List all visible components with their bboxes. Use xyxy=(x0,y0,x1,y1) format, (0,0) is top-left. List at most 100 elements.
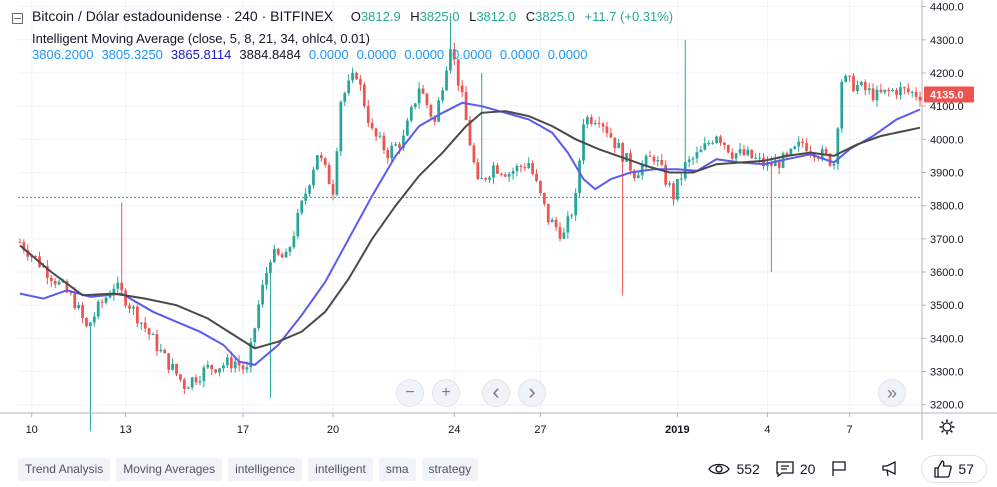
candle-body xyxy=(887,89,891,92)
candle-body xyxy=(848,75,851,77)
share-button[interactable] xyxy=(881,461,905,477)
tag-link[interactable]: intelligent xyxy=(308,458,373,481)
candle-body xyxy=(139,322,143,324)
candle-body xyxy=(691,158,695,160)
candle-body xyxy=(128,305,131,309)
candle-body xyxy=(347,80,351,94)
scroll-right-button[interactable]: › xyxy=(518,379,546,407)
candle-body xyxy=(503,174,507,177)
idea-stats: 552 20 57 xyxy=(692,455,997,483)
candle-body xyxy=(53,280,57,285)
candle-body xyxy=(836,128,840,165)
zoom-in-button[interactable]: + xyxy=(432,379,460,407)
tag-link[interactable]: sma xyxy=(378,458,416,481)
candle-body xyxy=(194,377,198,383)
collapse-legend-icon[interactable] xyxy=(12,13,23,24)
tag-link[interactable]: intelligence xyxy=(228,458,303,481)
price-tick-label: 3400.0 xyxy=(930,333,964,345)
candle-body xyxy=(539,180,542,193)
candle-body xyxy=(785,153,789,155)
candle-body xyxy=(875,89,879,101)
candle-body xyxy=(22,242,26,251)
candle-body xyxy=(828,153,832,166)
price-tick-label: 3200.0 xyxy=(930,400,964,412)
chart-area[interactable]: 4400.0 4300.0 4200.0 4100.0 4000.0 3900.0 3800… xyxy=(0,0,997,440)
candle-body xyxy=(844,75,848,82)
candle-body xyxy=(398,144,401,148)
candle-body xyxy=(296,212,300,237)
candle-body xyxy=(155,334,159,352)
candle-body xyxy=(257,304,261,329)
candle-body xyxy=(272,248,276,263)
candle-body xyxy=(910,91,914,93)
candle-body xyxy=(672,183,675,200)
candle-body xyxy=(163,349,167,354)
tag-link[interactable]: Trend Analysis xyxy=(18,458,111,481)
candle-body xyxy=(863,81,867,91)
symbol-title: Bitcoin / Dólar estadounidense · 240 · B… xyxy=(32,8,334,24)
candle-body xyxy=(668,183,671,185)
scroll-left-button[interactable]: ‹ xyxy=(482,379,510,407)
candle-body xyxy=(832,164,836,166)
candle-body xyxy=(100,301,104,303)
candle-body xyxy=(883,89,887,93)
indicator-value: 3805.3250 xyxy=(101,47,163,62)
go-to-realtime-button[interactable]: » xyxy=(878,379,906,407)
low-label: L xyxy=(469,9,477,24)
candle-body xyxy=(452,49,456,60)
views-stat: 552 xyxy=(708,461,760,477)
candle-body xyxy=(81,304,84,319)
comment-icon xyxy=(776,461,794,477)
candle-body xyxy=(339,101,343,152)
candle-body xyxy=(276,248,280,255)
candle-body xyxy=(769,162,773,167)
candle-body xyxy=(750,149,754,159)
candle-body xyxy=(703,143,707,150)
candle-body xyxy=(85,318,88,327)
candle-body xyxy=(18,242,22,244)
tag-link[interactable]: Moving Averages xyxy=(116,458,223,481)
zoom-out-button[interactable]: − xyxy=(396,379,424,407)
like-button[interactable]: 57 xyxy=(921,455,987,483)
candle-body xyxy=(656,160,660,162)
settings-gear-icon[interactable] xyxy=(938,418,956,436)
candle-body xyxy=(777,160,781,168)
candle-body xyxy=(492,165,495,178)
candle-body xyxy=(852,75,855,92)
likes-count: 57 xyxy=(958,461,974,477)
candle-body xyxy=(108,295,112,298)
candle-body xyxy=(507,173,511,177)
candle-body xyxy=(867,88,871,91)
tag-link[interactable]: strategy xyxy=(421,458,479,481)
indicator-value: 0.0000 xyxy=(404,47,445,62)
candle-body xyxy=(351,72,354,81)
candle-body xyxy=(433,116,437,122)
candle-body xyxy=(437,100,441,122)
candle-body xyxy=(253,328,257,343)
candle-body xyxy=(484,178,488,180)
candle-body xyxy=(237,361,241,366)
candle-body xyxy=(531,163,534,174)
high-label: H xyxy=(410,9,420,24)
price-chart[interactable]: 4400.0 4300.0 4200.0 4100.0 4000.0 3900.0 3800… xyxy=(0,0,997,440)
candle-body xyxy=(355,72,358,80)
candle-body xyxy=(527,163,531,169)
change-value: +11.7 (+0.31%) xyxy=(584,9,674,24)
indicator-value: 3806.2000 xyxy=(32,47,94,62)
candle-body xyxy=(335,151,339,195)
time-tick-label: 7 xyxy=(847,424,853,436)
candle-body xyxy=(292,236,296,248)
candle-body xyxy=(288,247,292,252)
comments-stat[interactable]: 20 xyxy=(776,461,815,477)
candle-body xyxy=(69,292,73,294)
report-button[interactable] xyxy=(831,461,853,477)
candle-body xyxy=(89,322,92,327)
candle-body xyxy=(386,150,390,159)
candle-body xyxy=(578,160,581,193)
candle-body xyxy=(472,145,476,163)
candle-body xyxy=(699,149,703,153)
candle-body xyxy=(269,262,272,273)
price-tick-label: 3500.0 xyxy=(930,300,964,312)
candle-body xyxy=(613,137,617,149)
candle-body xyxy=(198,381,202,383)
